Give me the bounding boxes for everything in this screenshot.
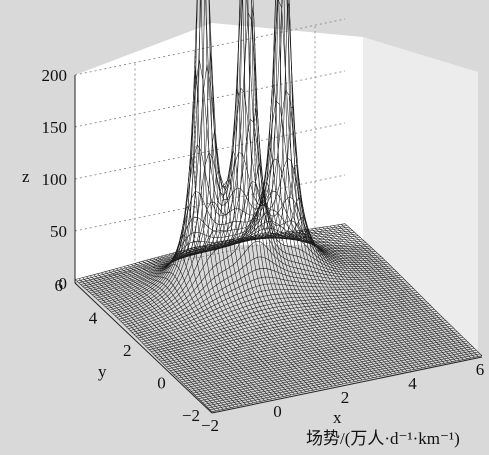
mesh-line-x [194,88,333,387]
mesh-line-x [333,225,471,359]
mesh-line-x [86,276,224,410]
x-tick-label: 6 [476,360,485,379]
mesh-line-x [206,0,344,385]
z-gridline [74,70,346,128]
y-tick-label: 4 [89,309,98,328]
y-tick-labels: −2 0 2 4 6 [55,276,201,425]
mesh-line-x [288,231,426,368]
mesh-line-x [93,274,231,408]
mesh-line-x [142,252,280,398]
mesh-line-x [104,271,243,406]
mesh-line-x [119,267,258,403]
y-tick-label: 6 [55,276,64,295]
z-tick-label: 150 [42,118,68,137]
mesh-line-x [187,179,325,388]
mesh-line-x [273,229,411,371]
mesh-line-x [292,231,430,367]
mesh-line-x [138,262,276,399]
mesh-line-x [78,278,216,412]
mesh-line-x [326,226,464,360]
mesh-line-x [176,131,314,391]
z-gridline [74,122,346,180]
mesh-line-x [89,275,228,409]
x-tick-label: 0 [273,402,282,421]
mesh-line-x [329,225,468,359]
mesh-line-x [318,227,456,362]
right-wall-pane [363,37,478,355]
mesh-line-x [213,107,351,383]
box-edges [74,75,483,414]
mesh-line-x [228,199,366,380]
y-axis-label: y [98,362,107,381]
mesh-line-x [247,0,385,376]
mesh-line-x [112,269,250,404]
mesh-line-x [82,277,220,411]
mesh-line-x [337,224,475,358]
z-gridline [74,18,346,76]
y-tick-label: 0 [157,374,166,393]
mesh-line-x [209,6,348,384]
mesh-line-x [236,147,374,378]
y-tick-label: 2 [123,341,132,360]
z-gridline [74,174,346,232]
mesh-line-x [269,217,408,372]
z-tick-label: 100 [42,170,68,189]
mesh-line-x [101,272,239,407]
mesh-line-x [299,230,438,365]
mesh-line-x [239,83,378,378]
unit-caption: 场势/(万人·d⁻¹·km⁻¹) [306,429,460,448]
mesh-line-x [224,204,363,381]
z-tick-labels: 0 50 100 150 200 [42,66,68,293]
mesh-line-x [311,228,449,363]
mesh-line-x [254,3,393,375]
x-axis-line [211,356,483,414]
mesh-line-x [341,224,479,357]
mesh-line-x [262,164,400,373]
mesh-line-x [74,279,213,412]
mesh-line-x [161,0,299,394]
z-axis-label: z [22,167,30,186]
mesh-line-x [198,0,336,386]
surface-mesh [74,0,483,412]
mesh-line-x [221,193,359,381]
mesh-line-x [251,0,389,375]
mesh-line-x [266,197,404,372]
mesh-line-x [134,263,273,400]
mesh-line-x [344,223,483,356]
z-tick-label: 0 [59,274,68,293]
mesh-line-x [258,105,396,374]
mesh-line-x [116,268,254,404]
x-tick-labels: −2 0 2 4 6 [201,360,484,435]
mesh-line-x [314,228,453,362]
mesh-line-x [108,270,246,405]
z-tick-label: 50 [50,222,67,241]
x-tick-label: 2 [341,388,350,407]
x-axis-label: x [333,408,342,427]
mesh-line-x [123,266,261,402]
x-tick-label: −2 [201,416,219,435]
x-tick-label: 4 [408,374,417,393]
mesh-line-x [243,0,381,377]
mesh-line-x [191,149,329,388]
mesh-line-x [322,226,460,361]
z-tick-label: 200 [42,66,68,85]
mesh-line-x [168,0,306,392]
y-axis-line [74,282,213,414]
mesh-line-x [131,264,269,400]
mesh-line-x [172,52,310,392]
mesh-line-x [296,230,434,366]
mesh-line-x [127,265,265,401]
mesh-line-x [232,181,370,379]
mesh-line-x [97,273,235,408]
y-tick-label: −2 [182,406,200,425]
mesh-line-x [183,185,321,389]
mesh-line-x [303,229,441,365]
mesh-line-x [307,229,445,364]
